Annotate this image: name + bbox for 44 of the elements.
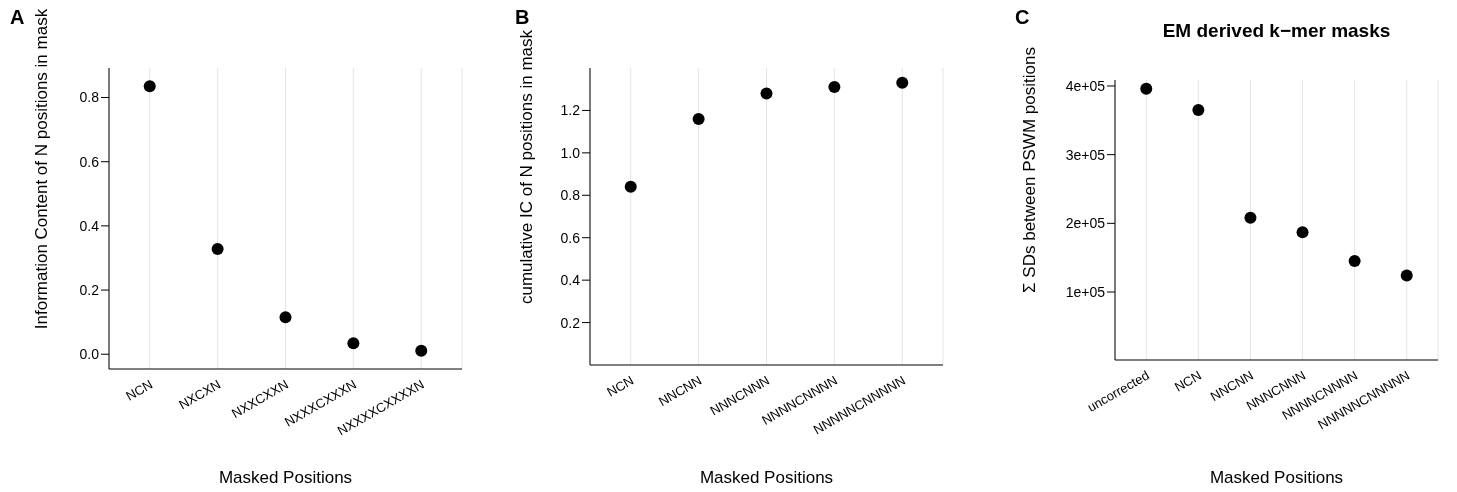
point — [1348, 255, 1361, 268]
y-tick-label: 0.2 — [79, 282, 100, 299]
y-tick-label: 0.4 — [560, 272, 581, 289]
point — [279, 311, 292, 324]
y-tick-label: 0.8 — [560, 187, 581, 204]
x-axis-title: Masked Positions — [217, 468, 354, 488]
y-tick-label: 1.0 — [560, 144, 581, 161]
point — [896, 76, 909, 89]
y-tick-label: 0.8 — [79, 89, 100, 106]
x-tick-label: NCN — [123, 376, 156, 404]
y-axis-title: Σ SDs between PSWM positions — [1020, 47, 1039, 293]
chart-title: EM derived k−mer masks — [1161, 20, 1392, 42]
point — [624, 180, 637, 193]
y-axis-title: Information Content of N positions in mask — [32, 7, 52, 331]
y-tick-label: 2e+05 — [1065, 215, 1106, 232]
y-tick-label: 0.6 — [560, 229, 581, 246]
y-tick-label: 0.6 — [79, 153, 100, 170]
point — [1140, 82, 1153, 95]
y-tick-label: 0.2 — [560, 314, 581, 331]
point — [415, 344, 428, 357]
text: A — [10, 6, 25, 29]
x-tick-label: NCN — [604, 372, 637, 400]
point — [347, 337, 360, 350]
text: C — [1015, 6, 1030, 29]
point — [211, 242, 224, 255]
point — [1296, 226, 1309, 239]
y-tick-label: 1e+05 — [1065, 283, 1106, 300]
point — [760, 87, 773, 100]
point — [1400, 269, 1413, 282]
x-tick-label: NCN — [1171, 367, 1204, 395]
y-tick-label: 4e+05 — [1065, 77, 1106, 94]
text: B — [515, 6, 530, 29]
x-axis-title: Masked Positions — [698, 468, 835, 488]
point — [1244, 211, 1257, 224]
y-tick-label: 0.0 — [79, 346, 100, 363]
point — [1192, 104, 1205, 117]
y-tick-label: 3e+05 — [1065, 146, 1106, 163]
y-axis-title: cumulative IC of N positions in mask — [517, 29, 536, 304]
point — [692, 112, 705, 125]
y-tick-label: 1.2 — [560, 102, 581, 119]
y-tick-label: 0.4 — [79, 217, 100, 234]
point — [143, 80, 156, 93]
x-axis-title: Masked Positions — [1208, 468, 1345, 488]
point — [828, 81, 841, 94]
